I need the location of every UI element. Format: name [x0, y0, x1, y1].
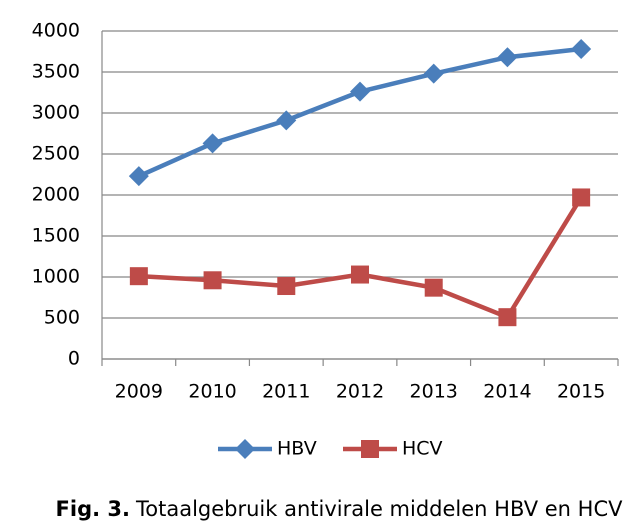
x-tick-label: 2010: [188, 381, 236, 403]
y-tick-label: 1500: [32, 225, 80, 247]
legend-marker: [235, 439, 255, 459]
data-point: [350, 81, 370, 102]
y-tick-label: 2500: [32, 143, 80, 165]
x-tick-label: 2015: [557, 381, 605, 403]
data-point: [128, 166, 149, 187]
x-tick-label: 2012: [336, 381, 384, 403]
legend-label: HCV: [402, 438, 443, 460]
data-point: [572, 188, 591, 207]
x-tick-label: 2011: [262, 381, 310, 403]
y-tick-label: 2000: [32, 184, 80, 206]
data-point: [424, 278, 443, 297]
y-tick-label: 500: [44, 307, 80, 329]
data-point: [351, 265, 369, 284]
x-tick-label: 2009: [115, 381, 163, 403]
data-point: [277, 277, 296, 296]
data-point: [497, 47, 518, 68]
data-point: [571, 39, 592, 60]
y-tick-label: 3000: [32, 102, 80, 124]
x-tick-label: 2013: [410, 381, 458, 403]
data-point: [276, 110, 297, 131]
legend-marker: [361, 440, 379, 458]
x-tick-label: 2014: [483, 381, 531, 403]
caption-label: Fig. 3.: [56, 497, 130, 521]
y-tick-label: 1000: [32, 266, 80, 288]
data-point: [203, 271, 222, 290]
data-point: [423, 63, 444, 84]
y-tick-label: 3500: [32, 61, 80, 83]
caption: Totaalgebruik antivirale middelen HBV en…: [135, 497, 623, 521]
y-tick-label: 4000: [32, 20, 80, 42]
data-point: [498, 308, 517, 327]
data-point: [202, 133, 223, 154]
legend-label: HBV: [277, 438, 317, 460]
y-tick-label: 0: [68, 348, 80, 370]
series-line: [138, 196, 584, 320]
data-point: [129, 267, 148, 286]
